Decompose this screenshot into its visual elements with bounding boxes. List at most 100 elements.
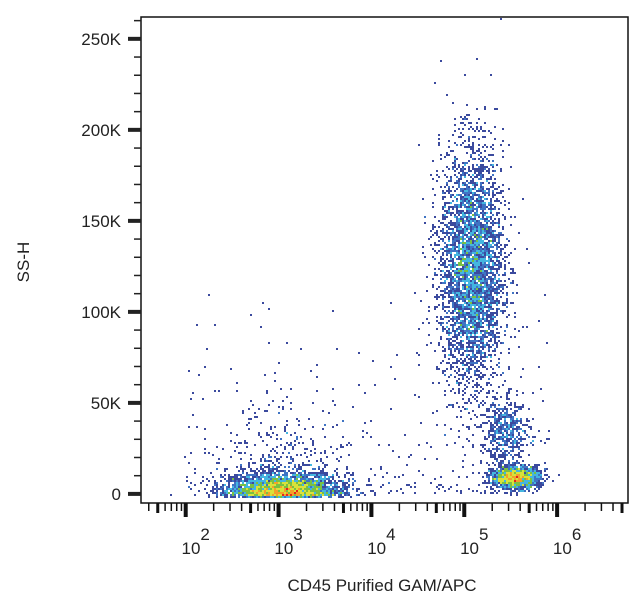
density-cell bbox=[488, 220, 490, 222]
density-cell bbox=[458, 182, 460, 184]
density-cell bbox=[472, 202, 474, 204]
density-cell bbox=[464, 140, 466, 142]
density-cell bbox=[256, 494, 258, 496]
density-cell bbox=[480, 218, 482, 220]
density-cell bbox=[510, 424, 512, 426]
density-cell bbox=[460, 346, 462, 348]
density-cell bbox=[442, 248, 444, 250]
density-cell bbox=[486, 248, 488, 250]
density-cell bbox=[458, 326, 460, 328]
density-cell bbox=[220, 492, 222, 494]
density-cell bbox=[204, 438, 206, 440]
density-cell bbox=[532, 472, 534, 474]
density-cell bbox=[482, 190, 484, 192]
density-cell bbox=[268, 482, 270, 484]
density-cell bbox=[474, 212, 476, 214]
density-cell bbox=[464, 266, 466, 268]
density-cell bbox=[224, 478, 226, 480]
density-cell bbox=[458, 252, 460, 254]
density-cell bbox=[528, 480, 530, 482]
density-cell bbox=[460, 194, 462, 196]
density-cell bbox=[504, 272, 506, 274]
density-cell bbox=[472, 270, 474, 272]
density-cell bbox=[248, 466, 250, 468]
density-cell bbox=[516, 492, 518, 494]
density-cell bbox=[494, 448, 496, 450]
density-cell bbox=[480, 234, 482, 236]
density-cell bbox=[298, 486, 300, 488]
density-cell bbox=[470, 360, 472, 362]
density-cell bbox=[502, 274, 504, 276]
density-cell bbox=[240, 452, 242, 454]
density-cell bbox=[352, 478, 354, 480]
density-cell bbox=[372, 360, 374, 362]
density-cell bbox=[272, 478, 274, 480]
density-cell bbox=[484, 238, 486, 240]
density-cell bbox=[512, 456, 514, 458]
density-cell bbox=[304, 490, 306, 492]
density-cell bbox=[520, 408, 522, 410]
density-cell bbox=[492, 326, 494, 328]
density-cell bbox=[460, 358, 462, 360]
density-cell bbox=[496, 256, 498, 258]
density-cell bbox=[480, 248, 482, 250]
density-cell bbox=[492, 436, 494, 438]
density-cell bbox=[446, 312, 448, 314]
density-cell bbox=[482, 196, 484, 198]
density-cell bbox=[514, 474, 516, 476]
density-cell bbox=[482, 146, 484, 148]
density-cell bbox=[466, 224, 468, 226]
density-cell bbox=[274, 488, 276, 490]
density-cell bbox=[504, 466, 506, 468]
density-cell bbox=[452, 388, 454, 390]
density-cell bbox=[490, 440, 492, 442]
density-cell bbox=[478, 178, 480, 180]
density-cell bbox=[460, 278, 462, 280]
density-cell bbox=[498, 278, 500, 280]
density-cell bbox=[364, 392, 366, 394]
density-cell bbox=[236, 434, 238, 436]
density-cell bbox=[482, 164, 484, 166]
density-cell bbox=[486, 450, 488, 452]
density-cell bbox=[312, 402, 314, 404]
density-cell bbox=[446, 234, 448, 236]
density-cell bbox=[444, 216, 446, 218]
density-cell bbox=[260, 468, 262, 470]
density-cell bbox=[464, 320, 466, 322]
density-cell bbox=[472, 294, 474, 296]
density-cell bbox=[482, 476, 484, 478]
density-cell bbox=[476, 220, 478, 222]
density-cell bbox=[468, 284, 470, 286]
density-cell bbox=[490, 468, 492, 470]
density-cell bbox=[310, 438, 312, 440]
density-cell bbox=[494, 208, 496, 210]
density-cell bbox=[494, 182, 496, 184]
density-cell bbox=[450, 348, 452, 350]
density-cell bbox=[490, 340, 492, 342]
density-cell bbox=[490, 300, 492, 302]
density-cell bbox=[462, 352, 464, 354]
density-cell bbox=[450, 196, 452, 198]
density-cell bbox=[460, 178, 462, 180]
density-cell bbox=[226, 424, 228, 426]
density-cell bbox=[434, 350, 436, 352]
density-cell bbox=[498, 234, 500, 236]
density-cell bbox=[470, 298, 472, 300]
density-cell bbox=[532, 470, 534, 472]
density-cell bbox=[466, 162, 468, 164]
density-cell bbox=[500, 428, 502, 430]
density-cell bbox=[368, 478, 370, 480]
density-cell bbox=[492, 468, 494, 470]
x-tick-base: 10 bbox=[460, 539, 479, 558]
density-cell bbox=[468, 320, 470, 322]
density-cell bbox=[506, 474, 508, 476]
density-cell bbox=[506, 484, 508, 486]
density-cell bbox=[444, 282, 446, 284]
density-cell bbox=[508, 352, 510, 354]
density-cell bbox=[474, 204, 476, 206]
density-cell bbox=[260, 466, 262, 468]
density-cell bbox=[274, 478, 276, 480]
density-cell bbox=[490, 282, 492, 284]
density-cell bbox=[460, 136, 462, 138]
density-cell bbox=[478, 312, 480, 314]
